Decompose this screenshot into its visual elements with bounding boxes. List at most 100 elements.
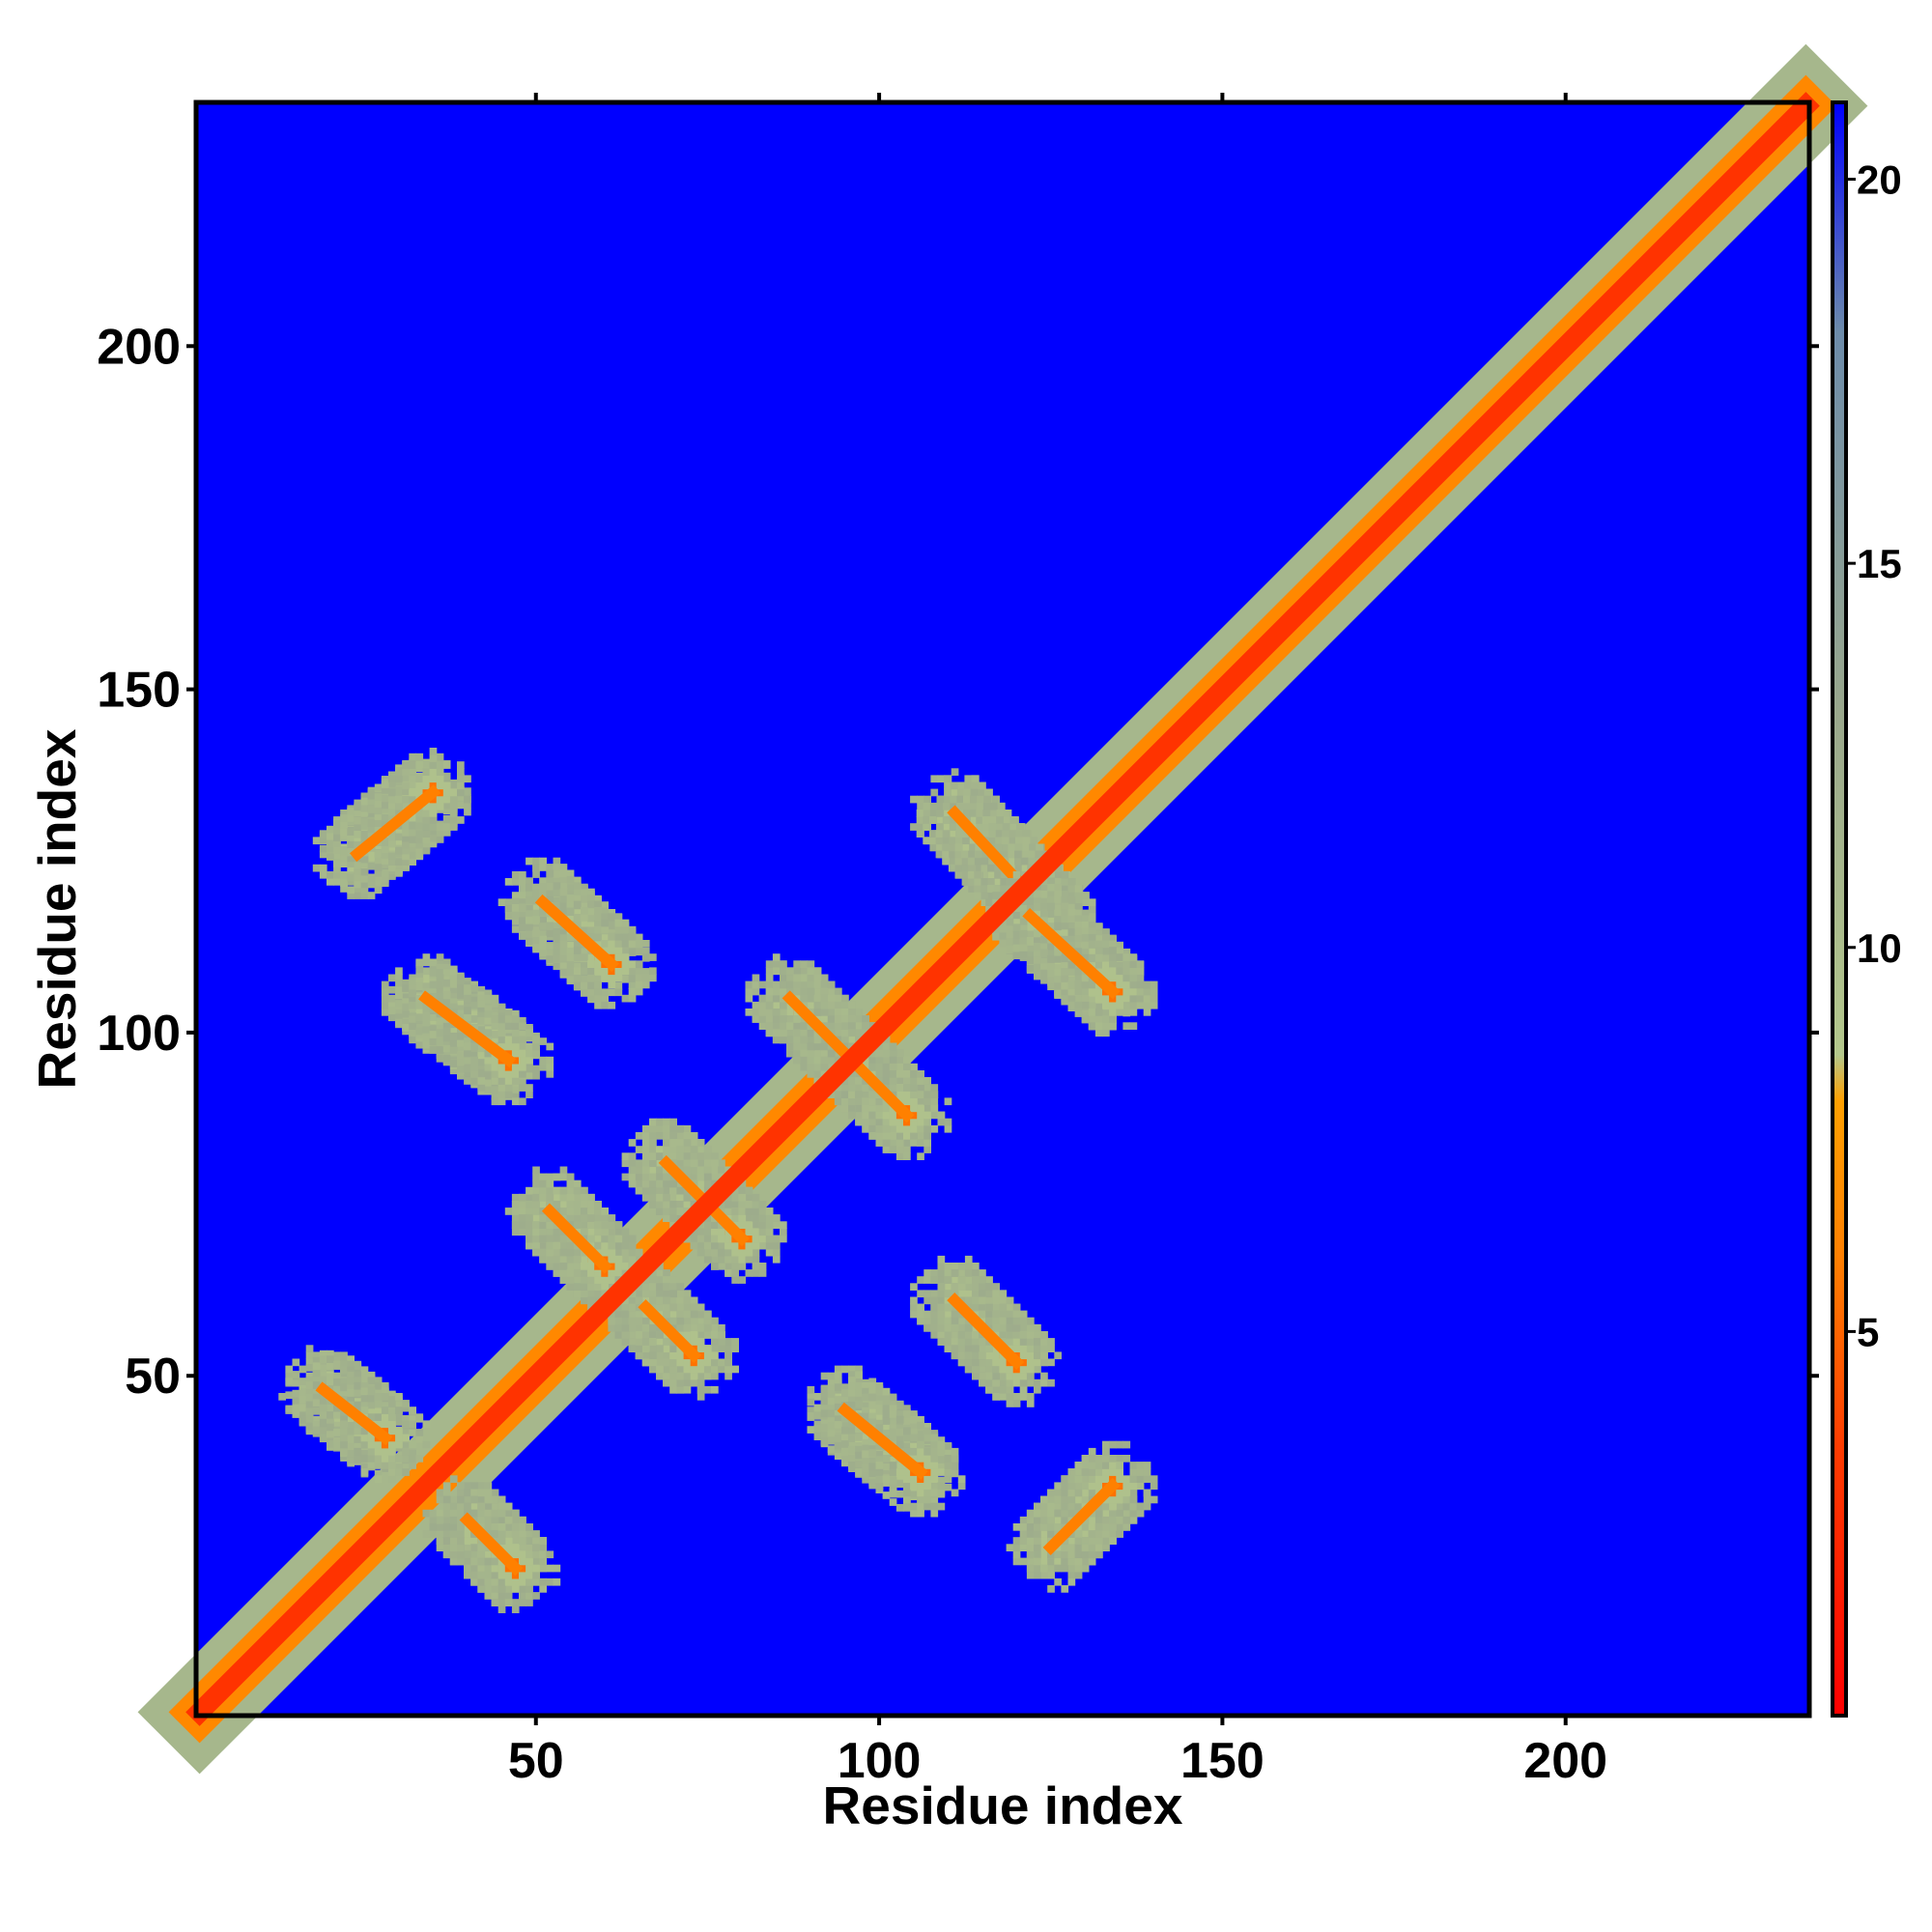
contact-cell [491, 994, 499, 1003]
contact-cell [532, 1248, 540, 1257]
contact-cell [539, 1056, 547, 1065]
contact-cell [641, 1345, 650, 1352]
contact-cell [449, 998, 458, 1007]
contact-cell [292, 1410, 300, 1418]
contact-cell [526, 1241, 533, 1250]
contact-cell [628, 947, 637, 955]
contact-cell [511, 1544, 520, 1551]
contact-cell [641, 1146, 650, 1153]
contact-cell [298, 1365, 307, 1374]
contact-cell [491, 1070, 499, 1078]
contact-cell [484, 1056, 493, 1065]
contact-cell [559, 1241, 568, 1250]
contact-cell [409, 1015, 416, 1023]
contact-cell [340, 1414, 348, 1423]
contact-cell [587, 1221, 595, 1229]
contact-cell [497, 1571, 506, 1579]
contact-cell [649, 1365, 657, 1374]
contact-cell [484, 1502, 493, 1511]
contact-cell [504, 1022, 513, 1030]
contact-cell [409, 1001, 416, 1009]
contact-cell [649, 1331, 657, 1339]
contact-cell [566, 1193, 575, 1202]
contact-cell [484, 1509, 493, 1518]
contact-cell [470, 1502, 478, 1511]
contact-cell [504, 1084, 513, 1092]
contact-cell [491, 1592, 499, 1600]
contact-cell [532, 890, 540, 897]
contact-cell [519, 1544, 526, 1551]
contact-cell [470, 984, 478, 992]
contact-cell [504, 1509, 513, 1518]
contact-cell [395, 1401, 403, 1409]
contact-cell [484, 1571, 493, 1579]
contact-cell [340, 1351, 348, 1360]
contact-cell [519, 1208, 526, 1215]
contact-cell [519, 877, 526, 885]
contact-cell [532, 1537, 540, 1545]
contact-cell [333, 1442, 341, 1450]
contact-cell [484, 1009, 493, 1018]
contact-cell [457, 1482, 465, 1491]
contact-cell [526, 1571, 533, 1579]
contact-cell [628, 1323, 637, 1332]
contact-cell [621, 967, 630, 976]
contact-cell [491, 1000, 499, 1008]
contact-cell [497, 898, 506, 906]
contact-cell [354, 1377, 362, 1385]
contact-cell [656, 1345, 664, 1352]
contact-cell [641, 1317, 650, 1325]
contact-cell [470, 1489, 478, 1497]
contact-cell [415, 1001, 424, 1009]
contact-cell [649, 1146, 657, 1153]
contact-cell [526, 1557, 533, 1566]
contact-cell [628, 1166, 637, 1175]
contact-cell [497, 1537, 506, 1545]
contact-cell [690, 1331, 698, 1339]
contact-cell [402, 1468, 410, 1476]
contact-cell [511, 1086, 520, 1094]
contact-cell [566, 953, 575, 961]
contact-cell [388, 1413, 396, 1421]
contact-cell [559, 1173, 568, 1181]
contact-cell [429, 969, 438, 977]
contact-cell [546, 1070, 554, 1078]
contact-cell [519, 1228, 526, 1236]
contact-cell [484, 994, 493, 1003]
contact-cell [594, 1283, 602, 1291]
contact-cell [360, 1394, 369, 1403]
contact-cell [449, 1544, 458, 1551]
contact-cell [422, 1025, 431, 1034]
contact-cell [511, 1577, 520, 1586]
contact-cell [628, 1310, 637, 1319]
contact-cell [367, 1401, 376, 1409]
contact-cell [532, 1036, 540, 1044]
contact-cell [415, 1413, 424, 1421]
contact-cell [470, 996, 478, 1005]
contact-cell [587, 1283, 595, 1291]
contact-cell [491, 1599, 499, 1606]
contact-cell [649, 967, 657, 976]
contact-cell [566, 1208, 575, 1215]
contact-cell [656, 1276, 664, 1284]
contact-cell [409, 1449, 416, 1458]
contact-cell [724, 1372, 732, 1380]
contact-cell [491, 1031, 499, 1038]
contact-cell [491, 1502, 499, 1511]
contact-strand-antiparallel-2 [459, 1512, 524, 1577]
contact-cell [374, 1462, 383, 1469]
contact-cell [497, 1084, 506, 1092]
contact-cell [436, 1055, 444, 1063]
contact-cell [319, 1364, 327, 1372]
contact-cell [442, 1544, 451, 1551]
contact-cell [696, 1338, 705, 1346]
contact-cell [511, 1042, 520, 1051]
contact-cell [519, 1097, 526, 1106]
contact-cell [511, 1070, 520, 1078]
contact-cell [526, 896, 533, 904]
contact-cell [539, 1537, 547, 1545]
contact-cell [395, 991, 403, 999]
contact-cell [511, 870, 520, 879]
contact-cell [497, 1005, 506, 1013]
contact-cell [587, 1214, 595, 1222]
